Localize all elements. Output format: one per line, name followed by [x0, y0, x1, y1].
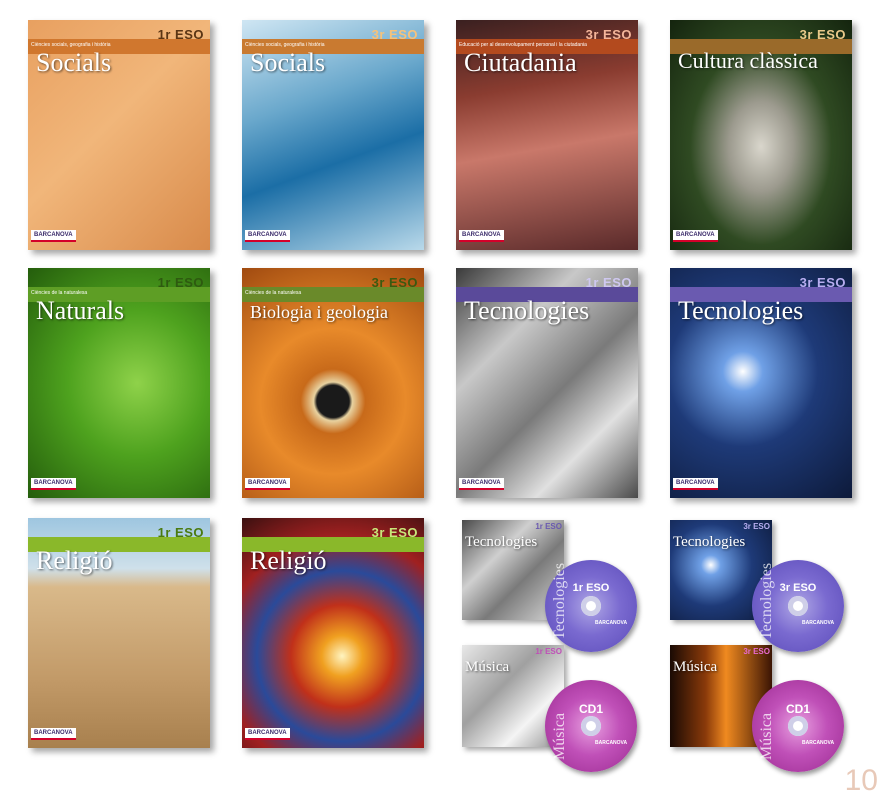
cd-case-level: 3r ESO [743, 647, 770, 656]
book-cover-tecnologies-3r[interactable]: 3r ESO Tecnologies BARCANOVA [670, 268, 852, 498]
book-cover-naturals-1r[interactable]: 1r ESO Ciències de la naturalesa Natural… [28, 268, 210, 498]
cover-level: 1r ESO [585, 275, 632, 290]
publisher-logo: BARCANOVA [459, 478, 504, 490]
cover-band [242, 287, 424, 302]
publisher-logo: BARCANOVA [31, 728, 76, 740]
cd-disc-musica-3r[interactable]: CD1 Música BARCANOVA [752, 680, 844, 772]
cd-disc-musica-1r[interactable]: CD1 Música BARCANOVA [545, 680, 637, 772]
cover-title: Tecnologies [678, 296, 804, 325]
cover-band [28, 39, 210, 54]
publisher-logo: BARCANOVA [673, 230, 718, 242]
cover-band [456, 39, 638, 54]
cover-title: Naturals [36, 296, 125, 325]
cover-level: 3r ESO [371, 525, 418, 540]
cd-case-level: 1r ESO [535, 647, 562, 656]
disc-vertical-title: Música [758, 712, 775, 760]
cover-subtitle: Ciències de la naturalesa [31, 290, 88, 296]
cd-disc-tecnologies-3r[interactable]: 3r ESO Tecnologies BARCANOVA [752, 560, 844, 652]
cover-band [28, 537, 210, 552]
cd-case-title: Música [673, 659, 718, 675]
disc-label: CD1 [785, 702, 810, 716]
cover-level: 1r ESO [157, 525, 204, 540]
cd-case-level: 1r ESO [535, 522, 562, 531]
cover-level: 3r ESO [799, 27, 846, 42]
disc-vertical-title: Tecnologies [758, 562, 775, 640]
disc-label: 3r ESO [779, 582, 817, 594]
disc-logo: BARCANOVA [595, 740, 628, 746]
book-cover-biologia-geologia-3r[interactable]: 3r ESO Ciències de la naturalesa Biologi… [242, 268, 424, 498]
disc-vertical-title: Tecnologies [551, 562, 568, 640]
cover-level: 3r ESO [371, 275, 418, 290]
disc-hole [581, 716, 601, 736]
disc-label: CD1 [578, 702, 603, 716]
cd-case-title: Tecnologies [465, 534, 538, 550]
cover-title: Cultura clàssica [678, 48, 818, 73]
publisher-logo: BARCANOVA [31, 230, 76, 242]
book-cover-ciutadania-3r[interactable]: 3r ESO Educació per al desenvolupament p… [456, 20, 638, 250]
publisher-logo: BARCANOVA [459, 230, 504, 242]
cover-subtitle: Educació per al desenvolupament personal… [459, 42, 587, 48]
publisher-logo: BARCANOVA [673, 478, 718, 490]
book-cover-cultura-classica-3r[interactable]: 3r ESO Cultura clàssica BARCANOVA [670, 20, 852, 250]
cover-level: 1r ESO [157, 275, 204, 290]
book-cover-religio-1r[interactable]: 1r ESO Religió BARCANOVA [28, 518, 210, 748]
disc-label: 1r ESO [572, 582, 610, 594]
cover-band [242, 537, 424, 552]
publisher-logo: BARCANOVA [31, 478, 76, 490]
cover-title: Tecnologies [464, 296, 590, 325]
cover-title: Religió [36, 546, 113, 575]
cd-case-musica-1r[interactable]: 1r ESO Música [462, 645, 564, 747]
cover-band [670, 39, 852, 54]
disc-hole [581, 596, 601, 616]
cover-title: Socials [36, 48, 112, 77]
cover-title: Religió [250, 546, 327, 575]
disc-hole [788, 596, 808, 616]
cover-title: Socials [250, 48, 326, 77]
cover-band [456, 287, 638, 302]
cover-title: Biologia i geologia [250, 302, 388, 322]
book-cover-tecnologies-1r[interactable]: 1r ESO Tecnologies BARCANOVA [456, 268, 638, 498]
cover-band [670, 287, 852, 302]
cover-level: 3r ESO [799, 275, 846, 290]
disc-hole [788, 716, 808, 736]
cover-subtitle: Ciències socials, geografia i història [245, 42, 325, 48]
page-number: 10 [844, 764, 878, 797]
cover-level: 3r ESO [585, 27, 632, 42]
cover-subtitle: Ciències de la naturalesa [245, 290, 302, 296]
cd-case-title: Música [465, 659, 510, 675]
disc-logo: BARCANOVA [802, 740, 835, 746]
book-cover-religio-3r[interactable]: 3r ESO Religió BARCANOVA [242, 518, 424, 748]
cover-level: 1r ESO [157, 27, 204, 42]
publisher-logo: BARCANOVA [245, 230, 290, 242]
book-cover-socials-1r[interactable]: 1r ESO Ciències socials, geografia i his… [28, 20, 210, 250]
book-cover-socials-3r[interactable]: 3r ESO Ciències socials, geografia i his… [242, 20, 424, 250]
disc-vertical-title: Música [551, 712, 568, 760]
disc-logo: BARCANOVA [802, 620, 835, 626]
cd-case-level: 3r ESO [743, 522, 770, 531]
publisher-logo: BARCANOVA [245, 478, 290, 490]
cover-band [28, 287, 210, 302]
disc-logo: BARCANOVA [595, 620, 628, 626]
cover-title: Ciutadania [464, 48, 577, 77]
cd-disc-tecnologies-1r[interactable]: 1r ESO Tecnologies BARCANOVA [545, 560, 637, 652]
cd-case-title: Tecnologies [673, 534, 746, 550]
cover-band [242, 39, 424, 54]
cover-level: 3r ESO [371, 27, 418, 42]
cover-subtitle: Ciències socials, geografia i història [31, 42, 111, 48]
publisher-logo: BARCANOVA [245, 728, 290, 740]
